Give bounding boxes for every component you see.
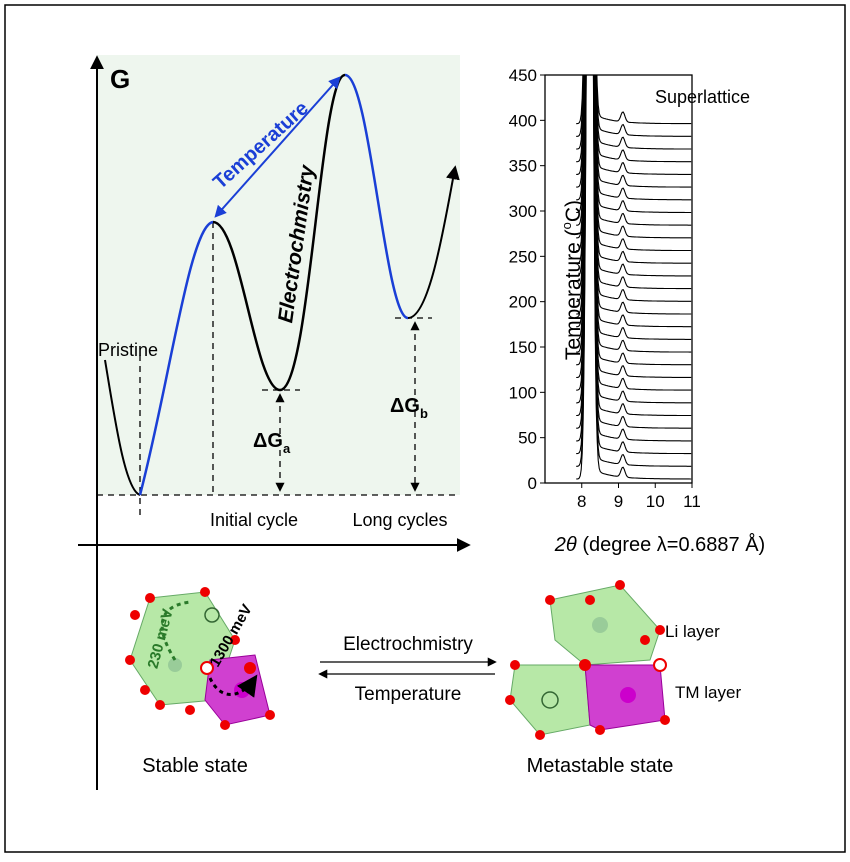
li-layer-label: Li layer [665,622,720,641]
long-cycles-label: Long cycles [352,510,447,530]
y-tick-label: 350 [509,157,537,176]
xrd-trace [576,75,692,391]
tm-layer-label: TM layer [675,683,741,702]
x-tick-label: 10 [646,492,665,511]
delta-g-b: ΔGb [390,395,428,421]
forward-label: Electrochmistry [343,634,473,655]
y-tick-label: 450 [509,66,537,85]
y-tick-label: 400 [509,111,537,130]
curve [138,220,214,496]
xrd-panel: 0 50 100 150 200 250 300 350 400 450 8 9 10 11 [509,66,701,511]
xrd-trace [576,75,692,163]
curve [407,165,460,319]
xrd-trace [576,75,692,201]
xrd-trace [576,75,692,404]
xrd-trace [576,75,692,175]
temperature-arrow [214,76,341,218]
backward-label: Temperature [355,684,462,705]
y-tick-label: 0 [528,474,537,493]
stable-label: Stable state [142,755,248,777]
xrd-trace [576,75,692,353]
x-tick-label: 8 [577,492,586,511]
xrd-trace [576,75,692,125]
xrd-trace [576,75,692,467]
y-tick-label: 100 [509,383,537,402]
guides [97,222,460,515]
metastable-structure [505,580,670,740]
xrd-x-label: 2θ (degree λ=0.6887 Å) [554,533,765,556]
g-label: G [110,64,130,94]
superlattice-label: Superlattice [655,87,750,107]
frame [4,4,846,853]
xrd-trace [576,75,692,137]
delta-g-a: ΔGa [253,430,291,456]
y-tick-label: 200 [509,293,537,312]
xrd-y-label: Temperature (oC) [559,200,585,360]
stable-structure [125,587,275,730]
y-tick-label: 50 [518,429,537,448]
xrd-trace [576,75,692,188]
xrd-trace [576,75,692,480]
initial-cycle-label: Initial cycle [210,510,298,530]
xrd-trace [576,75,692,379]
xrd-trace [576,75,692,455]
xrd-trace [576,75,692,366]
xrd-traces [576,75,692,480]
y-tick-label: 150 [509,338,537,357]
curve [344,73,409,320]
xrd-trace [576,75,692,150]
x-tick-label: 11 [683,492,701,511]
y-tick-label: 250 [509,247,537,266]
xrd-trace [576,75,692,417]
y-tick-label: 300 [509,202,537,221]
pristine-label: Pristine [98,340,158,360]
x-tick-label: 9 [614,492,623,511]
metastable-label: Metastable state [527,755,674,777]
curve [104,359,141,496]
xrd-trace [576,75,692,442]
